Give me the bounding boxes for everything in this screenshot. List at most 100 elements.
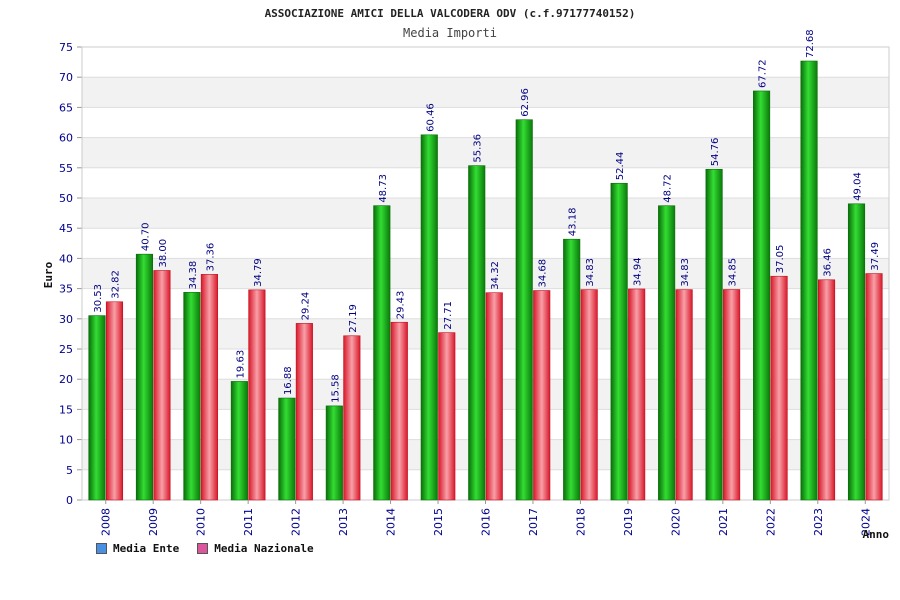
x-tick-label: 2014 [385,508,398,536]
data-label: 37.36 [205,243,216,272]
data-label: 43.18 [568,208,579,237]
bar-media-nazionale [723,289,741,501]
data-label: 30.53 [93,284,104,313]
legend-item-media-ente: Media Ente [96,542,179,555]
data-label: 32.82 [110,270,121,299]
bar-media-nazionale [248,289,266,501]
bar-media-ente [230,381,248,501]
bar-media-ente [325,405,343,501]
y-tick-label: 45 [59,222,73,235]
bar-media-nazionale [343,335,361,501]
bar-media-nazionale [865,273,883,501]
x-tick-label: 2015 [432,508,445,536]
data-label: 16.88 [283,366,294,395]
bar-media-nazionale [533,290,551,501]
legend-label-media-ente: Media Ente [113,542,180,555]
y-tick-label: 40 [59,252,73,265]
data-label: 34.83 [680,258,691,287]
x-tick-label: 2012 [290,508,303,536]
y-tick-label: 50 [59,192,73,205]
y-tick-label: 20 [59,373,73,386]
bar-media-ente [753,90,771,501]
bar-media-ente [373,205,391,501]
data-label: 48.72 [663,174,674,203]
bar-media-ente [183,292,201,501]
bar-media-nazionale [817,279,836,501]
y-tick-label: 70 [59,71,73,84]
data-label: 29.24 [300,292,311,321]
x-tick-label: 2022 [764,508,777,536]
y-tick-label: 0 [66,494,73,507]
data-label: 34.32 [490,261,501,290]
y-tick-label: 35 [59,283,73,296]
bar-media-nazionale [200,274,218,501]
data-label: 34.83 [585,258,596,287]
data-label: 55.36 [473,134,484,163]
bar-media-ente [135,253,154,501]
y-tick-label: 15 [59,403,73,416]
data-label: 34.94 [633,257,644,286]
data-label: 72.68 [805,29,816,58]
bar-media-ente [563,238,581,501]
bar-media-ente [278,397,296,501]
x-tick-label: 2009 [147,508,160,536]
bar-media-nazionale [390,321,408,501]
legend-swatch-media-nazionale [197,543,209,554]
data-label: 19.63 [235,350,246,379]
y-axis-label: Euro [42,261,55,288]
y-tick-label: 55 [59,162,73,175]
data-label: 34.85 [728,258,739,287]
y-tick-label: 75 [59,41,73,54]
data-label: 27.71 [443,301,454,330]
data-label: 34.79 [253,258,264,287]
x-tick-label: 2019 [622,508,635,536]
bar-media-nazionale [153,270,171,501]
y-tick-label: 60 [59,132,73,145]
data-label: 34.38 [188,261,199,290]
bar-media-nazionale [485,292,503,501]
bar-media-nazionale [438,332,456,501]
x-tick-label: 2020 [669,508,682,536]
x-tick-label: 2018 [574,508,587,536]
y-tick-label: 65 [59,101,73,114]
y-tick-label: 5 [66,464,73,477]
data-label: 29.43 [395,291,406,320]
x-tick-label: 2011 [242,508,255,536]
data-label: 40.70 [140,223,151,252]
data-label: 15.58 [330,374,341,403]
data-label: 52.44 [615,152,626,181]
bar-media-nazionale [770,275,788,501]
bar-media-nazionale [295,323,313,501]
bar-media-ente [800,60,818,501]
x-tick-label: 2010 [195,508,208,536]
data-label: 34.68 [538,259,549,288]
bar-media-ente [705,168,723,501]
y-tick-label: 10 [59,434,73,447]
bar-media-ente [468,165,486,501]
data-label: 37.05 [775,245,786,274]
data-label: 60.46 [425,103,436,132]
bar-media-ente [88,315,106,501]
x-tick-label: 2008 [100,508,113,536]
bar-media-ente [610,182,628,501]
y-tick-label: 25 [59,343,73,356]
bar-media-nazionale [105,301,124,501]
data-label: 27.19 [348,304,359,333]
x-axis-label: Anno [863,528,890,541]
legend-item-media-nazionale: Media Nazionale [197,542,314,555]
bar-media-nazionale [628,288,646,501]
bar-media-nazionale [580,289,598,501]
bar-media-ente [658,205,676,501]
x-tick-label: 2017 [527,508,540,536]
data-label: 54.76 [710,138,721,167]
bar-media-nazionale [675,289,693,501]
bar-media-ente [420,134,438,501]
data-label: 36.46 [823,248,834,277]
bar-media-ente [515,119,533,501]
x-tick-label: 2016 [480,508,493,536]
data-label: 48.73 [378,174,389,203]
plot-area: 0 5 10 15 20 25 30 35 40 45 50 55 60 65 70 75 30.53 32.82… [59,29,890,536]
legend-swatch-media-ente [96,543,107,554]
y-tick-label: 30 [59,313,73,326]
